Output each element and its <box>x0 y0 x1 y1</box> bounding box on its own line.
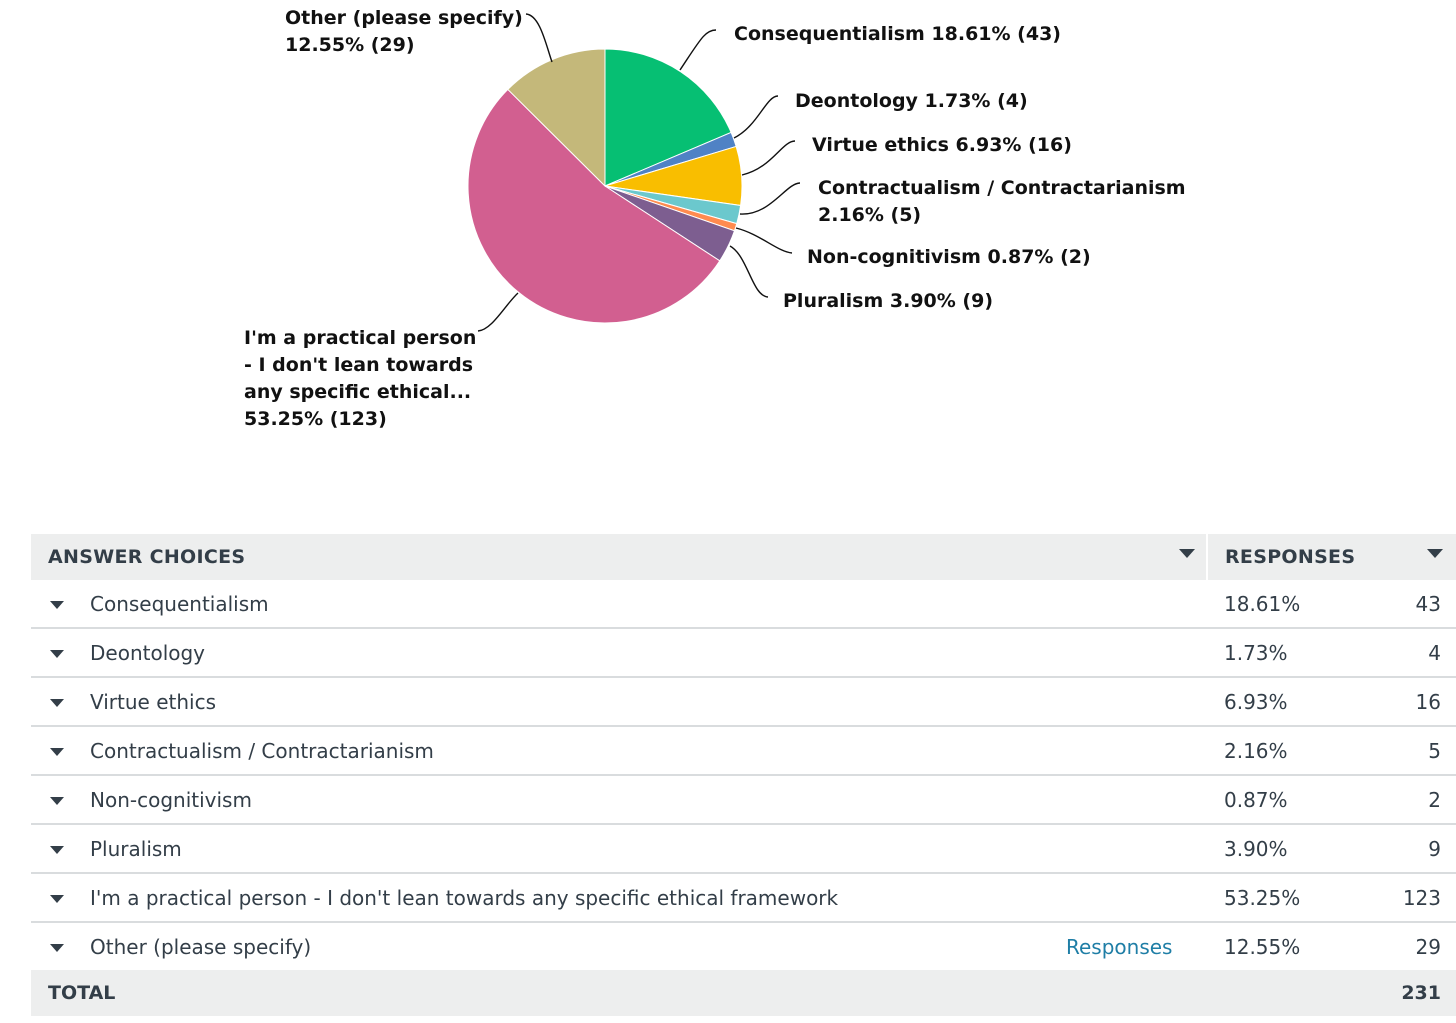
pie-label: Consequentialism 18.61% (43) <box>734 21 1061 48</box>
answer-count: 9 <box>1428 837 1441 861</box>
pie-label: Contractualism / Contractarianism 2.16% (… <box>818 175 1186 229</box>
answer-count: 43 <box>1415 592 1441 616</box>
pie-chart-svg <box>467 13 801 332</box>
answer-count: 123 <box>1402 886 1441 910</box>
pie-label: Virtue ethics 6.93% (16) <box>812 132 1072 159</box>
table-total-row: TOTAL 231 <box>31 970 1456 1016</box>
table-row: Consequentialism 18.61% 43 <box>31 580 1456 629</box>
expand-caret-icon[interactable] <box>50 601 64 609</box>
answer-percent: 53.25% <box>1224 886 1301 910</box>
pie-label-line: - I don't lean towards <box>244 354 474 376</box>
answer-count: 5 <box>1428 739 1441 763</box>
expand-caret-icon[interactable] <box>50 748 64 756</box>
expand-caret-icon[interactable] <box>50 846 64 854</box>
pie-label: Deontology 1.73% (4) <box>795 88 1028 115</box>
pie-chart: Consequentialism 18.61% (43) Deontology 1… <box>0 0 1456 500</box>
answer-label: Virtue ethics <box>90 690 216 714</box>
total-label: TOTAL <box>48 982 116 1004</box>
total-value: 231 <box>1401 982 1441 1004</box>
answer-percent: 0.87% <box>1224 788 1288 812</box>
header-answer-choices: ANSWER CHOICES <box>48 546 246 568</box>
pie-slice-consequentialism[interactable] <box>604 48 732 187</box>
answer-percent: 18.61% <box>1224 592 1301 616</box>
table-header: ANSWER CHOICES RESPONSES <box>31 534 1456 580</box>
table-row: Pluralism 3.90% 9 <box>31 825 1456 874</box>
expand-caret-icon[interactable] <box>50 797 64 805</box>
answer-label: Pluralism <box>90 837 182 861</box>
pie-label-line: I'm a practical person <box>244 327 477 349</box>
leader-line <box>729 245 769 298</box>
sort-responses-icon[interactable] <box>1427 549 1443 558</box>
table-row: Non-cognitivism 0.87% 2 <box>31 776 1456 825</box>
table-row: Deontology 1.73% 4 <box>31 629 1456 678</box>
answer-count: 2 <box>1428 788 1441 812</box>
leader-line <box>477 292 519 332</box>
table-row: Other (please specify) Responses 12.55% … <box>31 923 1456 970</box>
answer-label: Contractualism / Contractarianism <box>90 739 434 763</box>
pie-label-line: Deontology 1.73% (4) <box>795 90 1028 112</box>
pie-label-line: Contractualism / Contractarianism <box>818 177 1186 199</box>
pie-label-line: 53.25% (123) <box>244 408 387 430</box>
pie-label: Non-cognitivism 0.87% (2) <box>807 244 1091 271</box>
answer-label: I'm a practical person - I don't lean to… <box>90 886 839 910</box>
answer-label: Deontology <box>90 641 206 665</box>
answer-count: 29 <box>1415 935 1441 959</box>
responses-table: ANSWER CHOICES RESPONSES Consequentialis… <box>31 534 1456 1016</box>
leader-line <box>525 13 553 63</box>
leader-line <box>741 140 796 176</box>
expand-caret-icon[interactable] <box>50 699 64 707</box>
pie-label: I'm a practical person - I don't lean tow… <box>244 325 476 433</box>
pie-label-line: Non-cognitivism 0.87% (2) <box>807 246 1091 268</box>
pie-label-line: Other (please specify) <box>285 7 523 29</box>
answer-percent: 1.73% <box>1224 641 1288 665</box>
table-row: Contractualism / Contractarianism 2.16% … <box>31 727 1456 776</box>
answer-label: Consequentialism <box>90 592 269 616</box>
expand-caret-icon[interactable] <box>50 895 64 903</box>
table-row: Virtue ethics 6.93% 16 <box>31 678 1456 727</box>
answer-label: Non-cognitivism <box>90 788 252 812</box>
leader-line <box>679 29 717 71</box>
answer-label: Other (please specify) <box>90 935 312 959</box>
table-row: I'm a practical person - I don't lean to… <box>31 874 1456 923</box>
answer-percent: 6.93% <box>1224 690 1288 714</box>
leader-line <box>733 95 779 139</box>
responses-link[interactable]: Responses <box>1066 935 1173 959</box>
expand-caret-icon[interactable] <box>50 650 64 658</box>
pie-label-line: 2.16% (5) <box>818 204 922 226</box>
pie-label-line: Consequentialism 18.61% (43) <box>734 23 1061 45</box>
answer-count: 16 <box>1415 690 1441 714</box>
answer-count: 4 <box>1428 641 1441 665</box>
leader-line <box>739 182 801 215</box>
header-divider <box>1206 534 1208 580</box>
header-responses: RESPONSES <box>1225 546 1356 568</box>
sort-answer-icon[interactable] <box>1179 549 1195 558</box>
pie-label-line: any specific ethical... <box>244 381 472 403</box>
answer-percent: 12.55% <box>1224 935 1301 959</box>
pie-slice-other-please-specify[interactable] <box>507 48 606 188</box>
pie-label-line: Pluralism 3.90% (9) <box>783 290 994 312</box>
leader-line <box>735 227 793 254</box>
pie-label-line: Virtue ethics 6.93% (16) <box>812 134 1072 156</box>
pie-label-line: 12.55% (29) <box>285 34 415 56</box>
pie-label: Other (please specify) 12.55% (29) <box>285 5 523 59</box>
answer-percent: 2.16% <box>1224 739 1288 763</box>
pie-label: Pluralism 3.90% (9) <box>783 288 993 315</box>
answer-percent: 3.90% <box>1224 837 1288 861</box>
expand-caret-icon[interactable] <box>50 944 64 952</box>
pie-slice-i-m-a-practical-person-i-don-t-lean-towards-any-specific-ethical-framework[interactable] <box>467 88 721 324</box>
